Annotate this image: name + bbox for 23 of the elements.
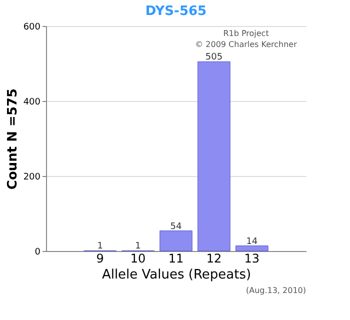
x-tick-label: 11 bbox=[168, 252, 184, 266]
x-axis-title: Allele Values (Repeats) bbox=[102, 268, 252, 282]
annotation: R1b Project bbox=[223, 29, 269, 38]
data-label: 54 bbox=[170, 222, 182, 232]
annotation: © 2009 Charles Kerchner bbox=[195, 40, 298, 49]
x-tick-label: 9 bbox=[96, 252, 104, 266]
bar bbox=[198, 61, 230, 252]
bar bbox=[160, 230, 192, 252]
bar bbox=[236, 246, 268, 252]
data-label: 1 bbox=[135, 242, 141, 252]
y-axis-title: Count N =575 bbox=[5, 88, 20, 190]
data-label: 1 bbox=[97, 242, 103, 252]
y-tick-label: 400 bbox=[23, 98, 41, 108]
x-tick-label: 10 bbox=[130, 252, 146, 266]
chart-title: DYS-565 bbox=[145, 4, 207, 19]
y-tick-label: 0 bbox=[34, 248, 41, 258]
y-tick-label: 200 bbox=[23, 172, 41, 182]
x-tick-label: 12 bbox=[206, 252, 222, 266]
y-tick-label: 600 bbox=[23, 22, 41, 32]
text: (Aug.13, 2010) bbox=[246, 286, 306, 295]
data-label: 505 bbox=[205, 52, 223, 63]
data-label: 14 bbox=[246, 236, 258, 247]
x-tick-label: 13 bbox=[244, 252, 260, 266]
